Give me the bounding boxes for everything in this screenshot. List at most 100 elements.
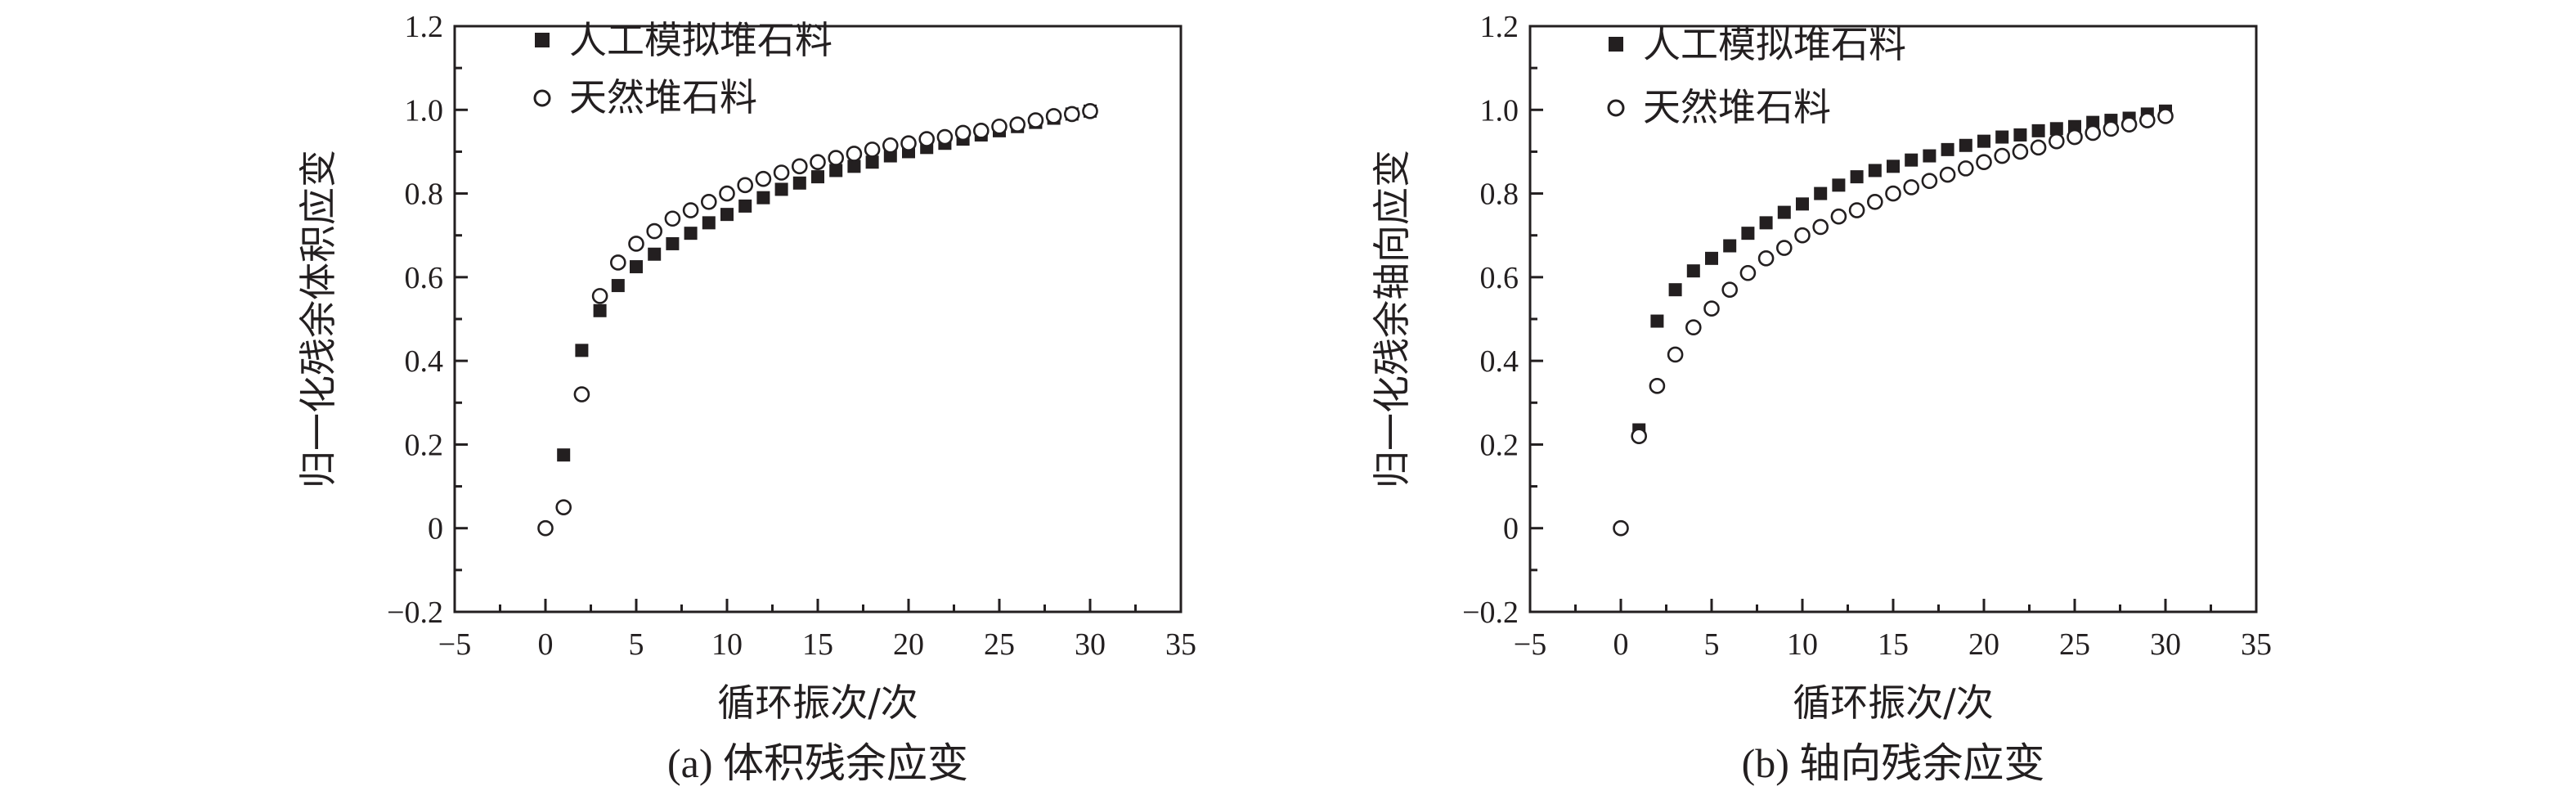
data-point-circle [936,128,954,146]
data-point-square [1650,314,1664,328]
data-point-square [2031,124,2045,137]
y-tick-label: 1.2 [1480,10,1519,44]
data-point-circle [1667,346,1684,363]
data-point-square [630,260,643,274]
data-point-circle [1903,179,1919,196]
y-tick-label: 0.2 [1480,428,1519,462]
y-axis-title: 归一化残余体积应变 [296,150,340,488]
data-point-square [865,155,879,169]
data-point-square [720,208,734,222]
data-point-circle [1082,103,1098,119]
legend-marker-open-circle [533,89,551,107]
y-tick-label: −0.2 [1462,596,1519,630]
x-tick-label: 10 [1787,627,1818,662]
data-point-square [1868,164,1882,178]
data-point-circle [882,137,899,154]
data-point-circle [573,386,590,402]
data-point-square [1977,134,1990,148]
data-points [537,103,1098,537]
x-tick-label: 30 [2150,627,2181,662]
y-tick-label: 1.0 [405,93,444,128]
legend-label: 天然堆石料 [569,75,757,119]
data-point-circle [664,210,681,227]
chart-panel-a: −5 0 5 10 15 20 25 30 35 −0.2 0 0.2 0.4 0.6 0.8 1.0 1.2… [296,10,1196,786]
legend-label: 人工模拟堆石料 [1643,22,1906,66]
data-point-circle [609,254,626,271]
data-point-square [1741,227,1755,240]
data-point-circle [1045,108,1062,124]
legend-marker-open-circle [1607,99,1625,117]
data-point-square [1814,187,1828,200]
y-tick-label: 1.2 [405,10,444,44]
x-tick-label: −5 [1514,627,1546,662]
data-point-square [1905,153,1919,167]
data-point-circle [828,150,845,166]
data-point-circle [954,124,972,142]
data-point-circle [1994,147,2010,164]
data-point-square [1887,160,1900,173]
data-point-square [829,164,843,178]
data-point-circle [1848,202,1865,218]
data-point-square [684,227,698,240]
data-point-circle [1064,106,1080,123]
chart-panel-b: −5 0 5 10 15 20 25 30 35 −0.2 0 0.2 0.4 0.6 0.8 1.0 1.2… [1370,10,2272,786]
chart-caption: (a) 体积残余应变 [667,740,968,786]
y-tick-label: 0.4 [1480,344,1519,379]
x-tick-label: 15 [802,627,833,662]
data-point-square [666,236,680,250]
x-tick-label: 20 [893,627,924,662]
x-tick-labels: −5 0 5 10 15 20 25 30 35 [438,627,1196,662]
y-tick-label: 0.6 [1480,261,1519,295]
data-point-circle [682,202,699,218]
x-tick-label: 25 [2059,627,2090,662]
legend: 人工模拟堆石料 天然堆石料 [1607,22,1906,129]
x-tick-labels: −5 0 5 10 15 20 25 30 35 [1514,627,2272,662]
data-point-circle [1721,281,1738,299]
legend-label: 天然堆石料 [1643,85,1831,129]
data-point-circle [918,131,935,147]
y-tick-label: 0.8 [1480,178,1519,212]
data-point-circle [791,158,808,175]
data-point-square [792,176,806,190]
data-point-circle [1830,208,1847,225]
data-point-square [811,170,824,184]
data-point-square [774,182,788,196]
x-axis-title: 循环振次/次 [717,681,918,725]
data-point-circle [628,236,644,252]
data-point-square [1686,264,1700,278]
data-point-circle [973,123,990,139]
x-tick-label: 25 [984,627,1015,662]
data-point-square [1995,130,2009,144]
data-point-circle [1027,112,1044,128]
data-point-circle [2012,143,2029,160]
data-point-square [557,448,571,462]
data-point-square [2013,128,2027,142]
data-point-circle [1921,173,1938,190]
data-point-square [1668,283,1682,297]
data-point-square [1959,138,1972,152]
data-point-circle [2067,128,2083,146]
legend: 人工模拟堆石料 天然堆石料 [533,18,832,119]
data-point-circle [2103,120,2120,137]
data-point-circle [864,142,881,158]
data-point-square [1832,178,1846,192]
x-tick-label: 5 [629,627,644,662]
y-tick-label: 0.2 [405,428,444,462]
x-axis-title: 循环振次/次 [1793,681,1994,725]
data-point-square [1723,239,1737,253]
data-point-circle [1649,378,1666,394]
y-tick-label: 0 [428,512,443,546]
x-tick-label: 20 [1968,627,1999,662]
y-axis-title: 归一化残余轴向应变 [1370,150,1414,488]
data-point-circle [991,118,1008,135]
data-point-square [2049,122,2063,136]
axis-ticks [453,25,1183,613]
axis-ticks [1528,25,2258,613]
chart-caption: (b) 轴向残余应变 [1742,740,2045,786]
x-tick-label: 30 [1075,627,1106,662]
data-point-square [756,191,770,204]
legend-marker-filled-square [535,33,550,47]
data-point-circle [1976,154,1992,171]
